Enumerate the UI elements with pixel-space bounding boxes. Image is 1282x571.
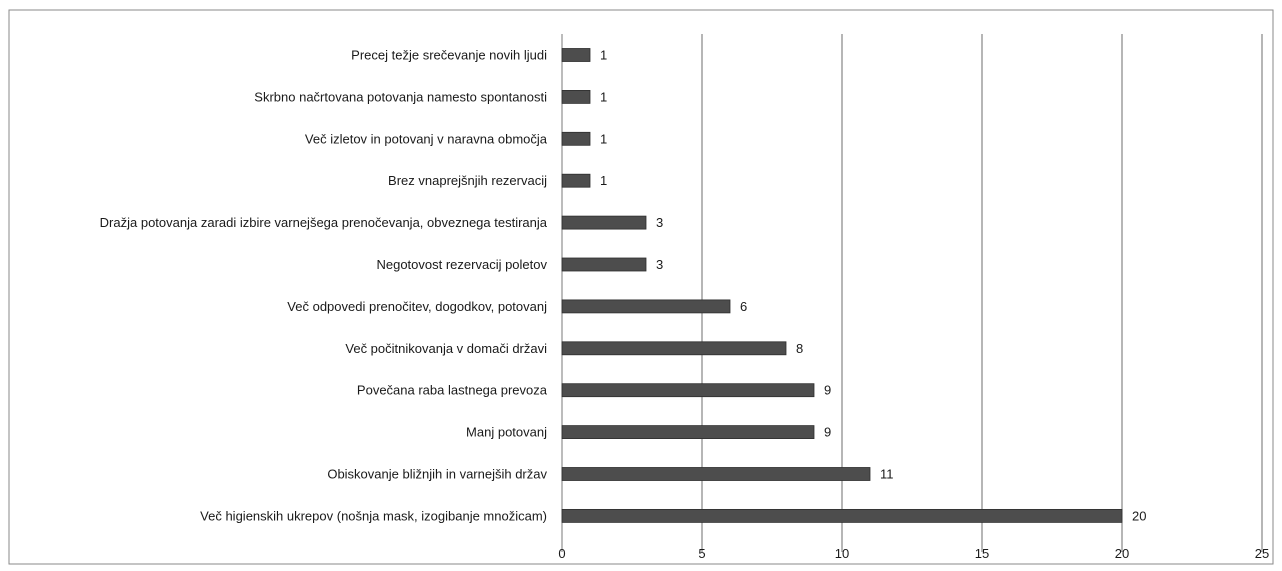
bar	[561, 299, 731, 314]
bar	[561, 383, 815, 398]
x-tick-label: 5	[698, 546, 705, 561]
bar	[561, 508, 1123, 523]
category-label: Negotovost rezervacij poletov	[376, 257, 547, 272]
data-label: 1	[600, 48, 607, 63]
category-label: Dražja potovanja zaradi izbire varnejšeg…	[100, 215, 548, 230]
category-label: Več higienskih ukrepov (nošnja mask, izo…	[200, 508, 547, 523]
category-label: Povečana raba lastnega prevoza	[357, 383, 548, 398]
bar	[561, 90, 591, 104]
category-label: Manj potovanj	[466, 425, 547, 440]
category-label: Več izletov in potovanj v naravna območj…	[305, 131, 548, 146]
bar	[561, 215, 647, 230]
data-label: 1	[600, 173, 607, 188]
bars	[561, 48, 1123, 523]
bar	[561, 467, 871, 481]
data-label: 8	[796, 341, 803, 356]
bar	[561, 48, 591, 62]
bar	[561, 131, 591, 146]
data-label: 3	[656, 215, 663, 230]
data-label: 3	[656, 257, 663, 272]
grid	[561, 34, 1263, 552]
data-label: 20	[1132, 508, 1146, 523]
category-label: Več odpovedi prenočitev, dogodkov, potov…	[287, 299, 547, 314]
x-tick-label: 15	[975, 546, 989, 561]
data-label: 6	[740, 299, 747, 314]
category-labels: Precej težje srečevanje novih ljudi Skrbn…	[100, 48, 548, 524]
x-tick-label: 20	[1115, 546, 1129, 561]
bar	[561, 425, 815, 440]
bar	[561, 173, 591, 188]
bar	[561, 341, 787, 356]
category-label: Več počitnikovanja v domači državi	[345, 341, 547, 356]
data-label: 1	[600, 131, 607, 146]
category-label: Obiskovanje bližnjih in varnejših držav	[327, 467, 547, 482]
data-label: 1	[600, 89, 607, 104]
x-tick-label: 10	[835, 546, 849, 561]
data-label: 11	[880, 467, 894, 482]
bar	[561, 257, 647, 272]
category-label: Brez vnaprejšnjih rezervacij	[388, 173, 547, 188]
x-tick-label: 25	[1255, 546, 1269, 561]
category-label: Skrbno načrtovana potovanja namesto spon…	[254, 89, 547, 104]
data-label: 9	[824, 383, 831, 398]
data-label: 9	[824, 425, 831, 440]
x-tick-label: 0	[558, 546, 565, 561]
category-label: Precej težje srečevanje novih ljudi	[351, 48, 547, 63]
x-axis-ticks: 0 5 10 15 20 25	[558, 546, 1269, 561]
